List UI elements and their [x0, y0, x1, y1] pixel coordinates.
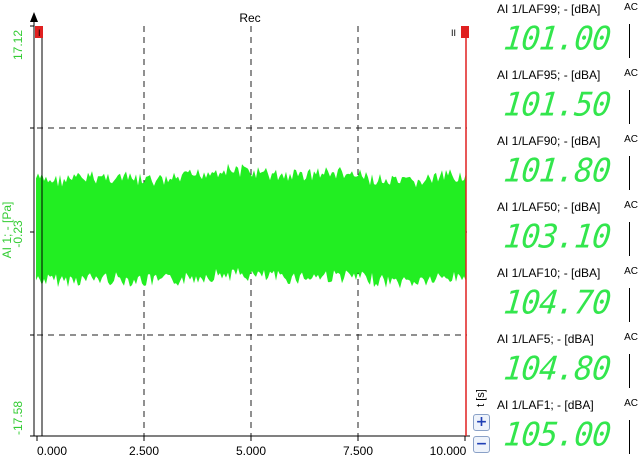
y-tick-label-bottom: -17.58 [11, 401, 25, 435]
x-tick-label-1: 2.500 [129, 444, 159, 458]
meter-value: 103.10 [502, 218, 612, 256]
meter-tag: AC [624, 332, 638, 343]
meter-display: 101.80 [494, 152, 636, 194]
meter-label: AI 1/LAF99; - [dBA] [497, 2, 601, 16]
meter-value: 104.80 [502, 350, 612, 388]
right-cursor-label: II [451, 28, 456, 38]
y-tick-label-top: 17.12 [11, 30, 25, 60]
meter-laf95[interactable]: AI 1/LAF95; - [dBA] AC 101.50 [494, 66, 642, 130]
left-cursor-handle[interactable] [35, 26, 43, 38]
meter-value: 101.00 [502, 20, 612, 58]
meter-label: AI 1/LAF5; - [dBA] [497, 332, 594, 346]
zoom-in-button[interactable]: + [473, 414, 490, 431]
meter-display: 105.00 [494, 416, 636, 458]
y-axis-label: AI 1; - [Pa] [0, 202, 14, 259]
meter-label: AI 1/LAF10; - [dBA] [497, 266, 601, 280]
meter-value: 104.70 [502, 284, 612, 322]
scope-svg[interactable]: I II Rec 17.12 -0.23 -17.58 AI 1; - [Pa]… [0, 0, 490, 465]
oscilloscope-panel[interactable]: I II Rec 17.12 -0.23 -17.58 AI 1; - [Pa]… [0, 0, 490, 465]
y-tick-label-mid: -0.23 [11, 220, 25, 248]
meter-label: AI 1/LAF50; - [dBA] [497, 200, 601, 214]
meter-laf5[interactable]: AI 1/LAF5; - [dBA] AC 104.80 [494, 330, 642, 394]
meter-display: 101.00 [494, 20, 636, 62]
meter-display: 101.50 [494, 86, 636, 128]
x-axis-label: t [s] [475, 389, 487, 407]
meter-label: AI 1/LAF1; - [dBA] [497, 398, 594, 412]
meter-display: 104.70 [494, 284, 636, 326]
x-tick-marks [36, 436, 466, 441]
meter-laf99[interactable]: AI 1/LAF99; - [dBA] AC 101.00 [494, 0, 642, 64]
x-tick-label-3: 7.500 [343, 444, 373, 458]
meter-value: 101.50 [502, 86, 612, 124]
x-tick-label-2: 5.000 [236, 444, 266, 458]
meter-tag: AC [624, 266, 638, 277]
y-axis-arrow [30, 12, 38, 22]
meter-laf1[interactable]: AI 1/LAF1; - [dBA] AC 105.00 [494, 396, 642, 460]
meter-value: 101.80 [502, 152, 612, 190]
meter-tag: AC [624, 2, 638, 13]
meter-laf90[interactable]: AI 1/LAF90; - [dBA] AC 101.80 [494, 132, 642, 196]
signal-waveform [36, 163, 466, 289]
meter-value: 105.00 [502, 416, 612, 454]
right-cursor-handle[interactable] [461, 26, 469, 38]
meter-laf10[interactable]: AI 1/LAF10; - [dBA] AC 104.70 [494, 264, 642, 328]
meter-display: 104.80 [494, 350, 636, 392]
scope-title: Rec [239, 11, 260, 25]
y-tick-marks [30, 25, 34, 437]
meter-label: AI 1/LAF95; - [dBA] [497, 68, 601, 82]
meter-tag: AC [624, 200, 638, 211]
meter-tag: AC [624, 398, 638, 409]
left-cursor-label: I [38, 28, 41, 38]
meter-tag: AC [624, 68, 638, 79]
meter-display: 103.10 [494, 218, 636, 260]
x-tick-label-0: 0.000 [37, 444, 67, 458]
meter-laf50[interactable]: AI 1/LAF50; - [dBA] AC 103.10 [494, 198, 642, 262]
x-tick-label-4: 10.000 [430, 444, 467, 458]
zoom-out-button[interactable]: − [473, 436, 490, 453]
meter-label: AI 1/LAF90; - [dBA] [497, 134, 601, 148]
meter-tag: AC [624, 134, 638, 145]
